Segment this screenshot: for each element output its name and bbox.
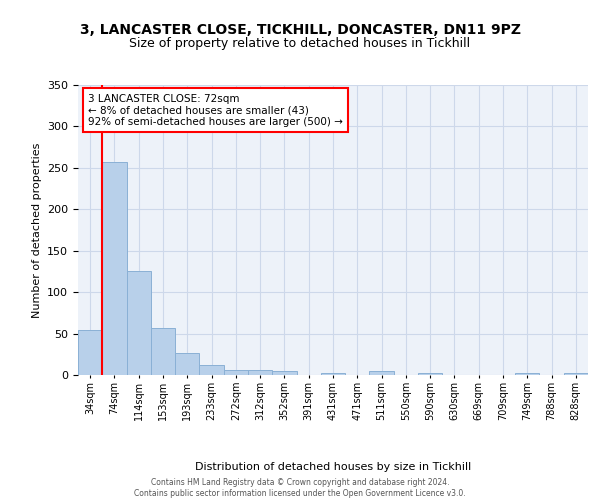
Bar bbox=[564, 372, 588, 375]
Bar bbox=[199, 365, 224, 375]
Text: Contains HM Land Registry data © Crown copyright and database right 2024.
Contai: Contains HM Land Registry data © Crown c… bbox=[134, 478, 466, 498]
Text: Size of property relative to detached houses in Tickhill: Size of property relative to detached ho… bbox=[130, 38, 470, 51]
Bar bbox=[515, 372, 539, 375]
Bar bbox=[321, 374, 345, 375]
Bar bbox=[78, 330, 102, 375]
Bar bbox=[175, 354, 199, 375]
Bar bbox=[418, 372, 442, 375]
Bar bbox=[127, 270, 151, 375]
Bar bbox=[151, 328, 175, 375]
Text: 3 LANCASTER CLOSE: 72sqm
← 8% of detached houses are smaller (43)
92% of semi-de: 3 LANCASTER CLOSE: 72sqm ← 8% of detache… bbox=[88, 94, 343, 127]
Y-axis label: Number of detached properties: Number of detached properties bbox=[32, 142, 41, 318]
Bar bbox=[224, 370, 248, 375]
Text: Distribution of detached houses by size in Tickhill: Distribution of detached houses by size … bbox=[195, 462, 471, 472]
Bar bbox=[102, 162, 127, 375]
Bar bbox=[370, 371, 394, 375]
Bar bbox=[272, 371, 296, 375]
Text: 3, LANCASTER CLOSE, TICKHILL, DONCASTER, DN11 9PZ: 3, LANCASTER CLOSE, TICKHILL, DONCASTER,… bbox=[79, 22, 521, 36]
Bar bbox=[248, 370, 272, 375]
